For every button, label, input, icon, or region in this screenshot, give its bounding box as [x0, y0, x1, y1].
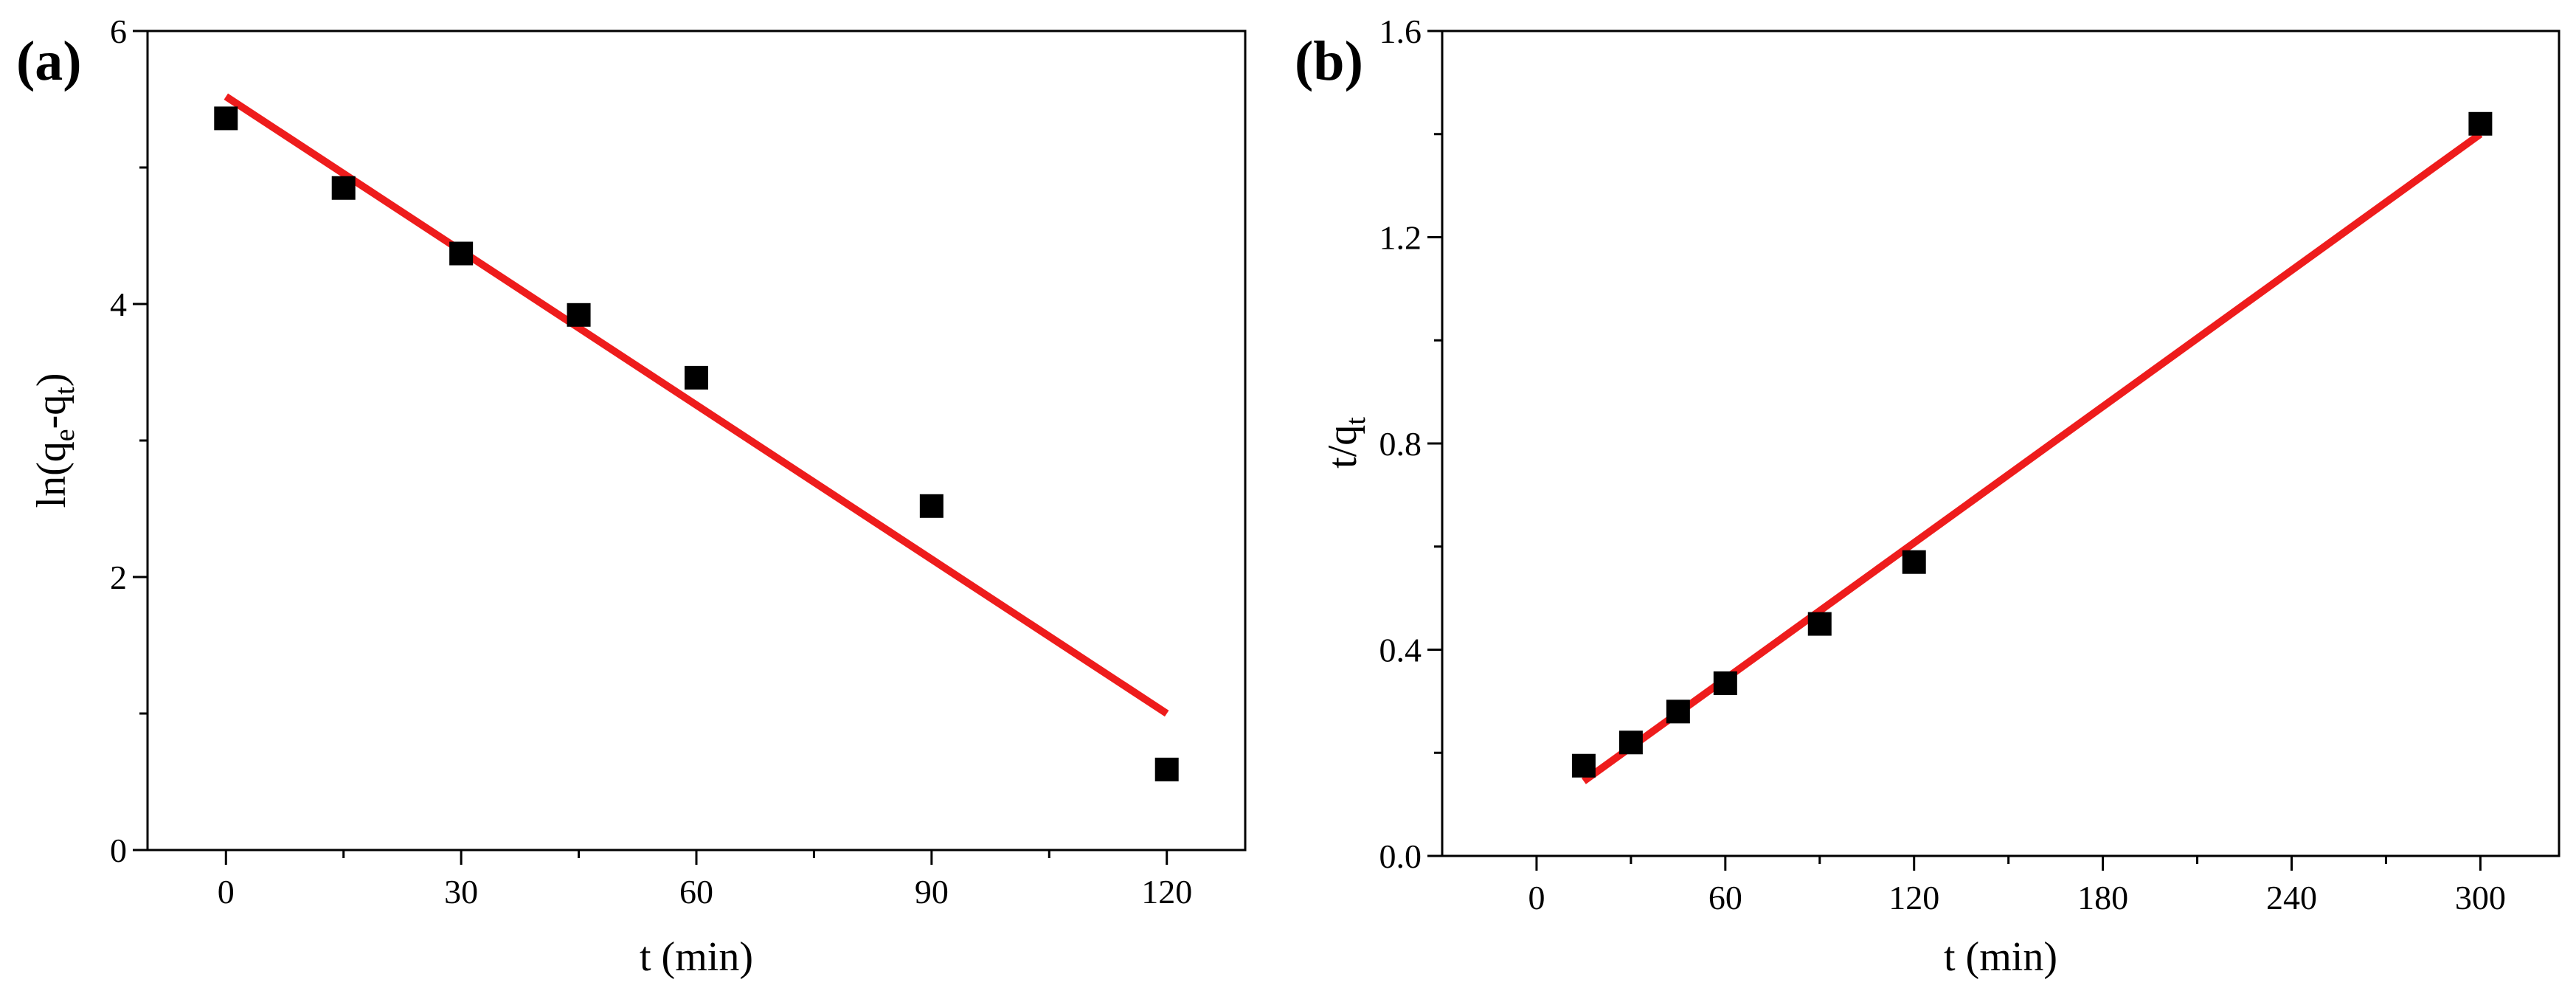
panel-a-x-tick-label: 30 — [444, 873, 478, 911]
panel-b-y-tick-label: 1.2 — [1379, 219, 1422, 257]
panel-a-data-point — [449, 241, 474, 266]
panel-a-x-tick-label: 0 — [218, 873, 235, 911]
panel-a-y-tick-label: 4 — [110, 286, 127, 323]
panel-a-data-point — [919, 494, 944, 518]
panel-a-x-tick-label: 60 — [679, 873, 713, 911]
panel-a-y-tick-label: 2 — [110, 559, 127, 596]
panel-a-data-point — [1154, 757, 1179, 781]
panel-a-y-tick-label: 0 — [110, 832, 127, 869]
panel-a-data-points — [214, 106, 1179, 781]
panel-b-label: (b) — [1295, 30, 1363, 92]
panel-b-data-point — [1618, 730, 1643, 755]
panel-b-x-tick-label: 300 — [2455, 879, 2506, 916]
panel-b-x-tick-label: 240 — [2266, 879, 2317, 916]
panel-b-data-point — [1666, 699, 1690, 724]
panel-a-fit-line-group — [224, 93, 1169, 717]
panel-a-label: (a) — [16, 30, 82, 92]
panel-b-data-point — [2468, 111, 2493, 136]
panel-a-kinetics-pseudo-first-order: (a) 0 30 60 90 120 0 2 4 6 t (min) ln(qe-qt) — [16, 13, 1247, 980]
panel-b-data-point — [1807, 612, 1832, 636]
panel-a-y-axis-title: ln(qe-qt) — [29, 373, 80, 508]
panel-b-data-point — [1713, 671, 1737, 695]
panel-a-data-point — [685, 365, 708, 390]
panel-a-x-tick-label: 120 — [1141, 873, 1192, 911]
panel-a-y-tick-label: 6 — [110, 13, 127, 50]
panel-a-data-point — [331, 176, 356, 200]
panel-b-data-point — [1571, 753, 1596, 778]
panel-b-y-axis-title: t/qt — [1320, 417, 1371, 469]
panel-b-x-tick-label: 120 — [1888, 879, 1939, 916]
panel-b-x-tick-label: 180 — [2077, 879, 2128, 916]
panel-b-y-tick-label: 1.6 — [1379, 13, 1422, 50]
panel-b-y-tick-label: 0.0 — [1379, 837, 1422, 875]
panel-b-x-axis-title: t (min) — [1944, 934, 2057, 980]
panel-b-data-points — [1571, 111, 2493, 778]
panel-b-data-point — [1902, 550, 1926, 574]
panel-b-ticks: 0 60 120 180 240 300 0.0 0.4 0.8 1.2 1.6 — [1379, 13, 2506, 916]
panel-b-x-tick-label: 0 — [1528, 879, 1545, 916]
panel-b-y-tick-label: 0.4 — [1379, 632, 1422, 669]
panel-a-data-point — [567, 303, 591, 327]
panel-a-data-point — [214, 106, 238, 131]
panel-b-x-tick-label: 60 — [1708, 879, 1742, 916]
panel-a-x-axis-title: t (min) — [640, 934, 753, 980]
panel-a-ticks: 0 30 60 90 120 0 2 4 6 — [110, 13, 1192, 911]
panel-a-fit-line — [224, 93, 1169, 717]
panel-b-kinetics-pseudo-second-order: (b) 0 60 120 180 240 300 0.0 0.4 0.8 1.2 1.6 t (mi… — [1295, 13, 2561, 980]
panel-b-y-tick-label: 0.8 — [1379, 425, 1422, 463]
panel-a-x-tick-label: 90 — [915, 873, 949, 911]
panel-b-plot-frame — [1441, 30, 2561, 857]
